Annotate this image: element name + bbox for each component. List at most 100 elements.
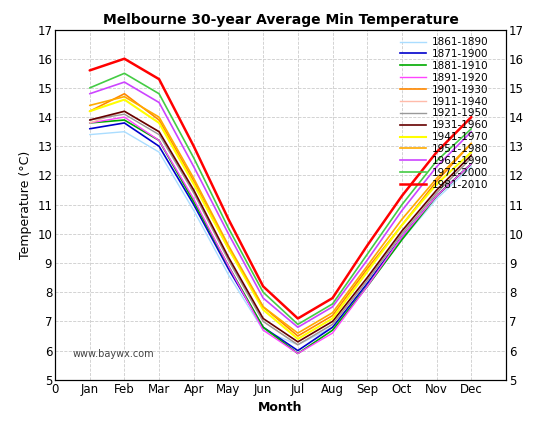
1881-1910 <box>468 161 475 166</box>
1971-2000 <box>295 322 301 327</box>
1981-2010 <box>329 295 336 300</box>
1901-1930 <box>260 304 266 309</box>
1961-1990 <box>86 91 93 96</box>
1881-1910 <box>190 199 197 204</box>
1871-1900 <box>329 325 336 330</box>
1981-2010 <box>468 114 475 119</box>
Line: 1911-1940: 1911-1940 <box>90 111 471 345</box>
Line: 1891-1920: 1891-1920 <box>90 117 471 354</box>
1971-2000 <box>329 301 336 306</box>
1901-1930 <box>364 266 371 271</box>
1881-1910 <box>329 327 336 333</box>
Line: 1861-1890: 1861-1890 <box>90 132 471 345</box>
1911-1940 <box>121 109 128 114</box>
1911-1940 <box>329 322 336 327</box>
1981-2010 <box>433 149 440 154</box>
1931-1960 <box>364 275 371 280</box>
1901-1930 <box>156 117 162 122</box>
1911-1940 <box>156 129 162 134</box>
Title: Melbourne 30-year Average Min Temperature: Melbourne 30-year Average Min Temperatur… <box>102 13 459 27</box>
1871-1900 <box>260 325 266 330</box>
1941-1970 <box>399 222 405 227</box>
1881-1910 <box>433 193 440 198</box>
Line: 1941-1970: 1941-1970 <box>90 100 471 339</box>
1971-2000 <box>433 158 440 163</box>
1881-1910 <box>86 120 93 125</box>
1911-1940 <box>225 257 232 262</box>
1861-1890 <box>190 208 197 213</box>
1961-1990 <box>295 325 301 330</box>
1971-2000 <box>156 91 162 96</box>
1951-1980 <box>86 103 93 108</box>
1871-1900 <box>295 348 301 353</box>
1891-1920 <box>86 120 93 125</box>
1901-1930 <box>433 179 440 184</box>
1931-1960 <box>86 117 93 122</box>
1901-1930 <box>190 179 197 184</box>
1951-1980 <box>364 263 371 268</box>
1891-1920 <box>399 234 405 239</box>
1961-1990 <box>329 304 336 309</box>
Line: 1981-2010: 1981-2010 <box>90 59 471 319</box>
1871-1900 <box>433 193 440 198</box>
1861-1890 <box>295 342 301 347</box>
1901-1930 <box>329 313 336 318</box>
1861-1890 <box>121 129 128 134</box>
1971-2000 <box>399 202 405 207</box>
1961-1990 <box>364 257 371 262</box>
1981-2010 <box>399 193 405 198</box>
1891-1920 <box>121 114 128 119</box>
1971-2000 <box>364 252 371 257</box>
1891-1920 <box>295 351 301 356</box>
1871-1900 <box>121 120 128 125</box>
1921-1950 <box>329 322 336 327</box>
1881-1910 <box>225 263 232 268</box>
1861-1890 <box>260 327 266 333</box>
1891-1920 <box>433 193 440 198</box>
Line: 1931-1960: 1931-1960 <box>90 111 471 342</box>
1941-1970 <box>468 149 475 154</box>
1981-2010 <box>156 77 162 82</box>
1971-2000 <box>225 225 232 230</box>
1931-1960 <box>433 187 440 192</box>
1951-1980 <box>225 243 232 248</box>
1871-1900 <box>468 161 475 166</box>
1871-1900 <box>156 144 162 149</box>
1961-1990 <box>156 100 162 105</box>
1911-1940 <box>468 155 475 160</box>
1921-1950 <box>433 190 440 195</box>
1901-1930 <box>86 109 93 114</box>
1971-2000 <box>190 155 197 160</box>
1911-1940 <box>399 231 405 236</box>
1911-1940 <box>433 190 440 195</box>
1951-1980 <box>399 217 405 222</box>
1981-2010 <box>190 144 197 149</box>
1941-1970 <box>121 97 128 102</box>
1861-1890 <box>225 272 232 277</box>
Line: 1871-1900: 1871-1900 <box>90 123 471 351</box>
1961-1990 <box>260 295 266 300</box>
1881-1910 <box>399 237 405 242</box>
1951-1980 <box>329 310 336 315</box>
1941-1970 <box>433 182 440 187</box>
1891-1920 <box>364 284 371 289</box>
1971-2000 <box>468 126 475 131</box>
1891-1920 <box>190 196 197 201</box>
1981-2010 <box>295 316 301 321</box>
X-axis label: Month: Month <box>258 401 303 414</box>
1981-2010 <box>364 243 371 248</box>
1881-1910 <box>260 325 266 330</box>
1951-1980 <box>121 94 128 99</box>
Line: 1901-1930: 1901-1930 <box>90 94 471 336</box>
1931-1960 <box>225 254 232 260</box>
1981-2010 <box>121 56 128 61</box>
1931-1960 <box>295 339 301 344</box>
1931-1960 <box>190 187 197 192</box>
Line: 1951-1980: 1951-1980 <box>90 97 471 333</box>
1921-1950 <box>86 117 93 122</box>
1881-1910 <box>295 351 301 356</box>
1951-1980 <box>190 176 197 181</box>
1961-1990 <box>225 231 232 236</box>
1921-1950 <box>260 319 266 324</box>
Line: 1971-2000: 1971-2000 <box>90 73 471 325</box>
